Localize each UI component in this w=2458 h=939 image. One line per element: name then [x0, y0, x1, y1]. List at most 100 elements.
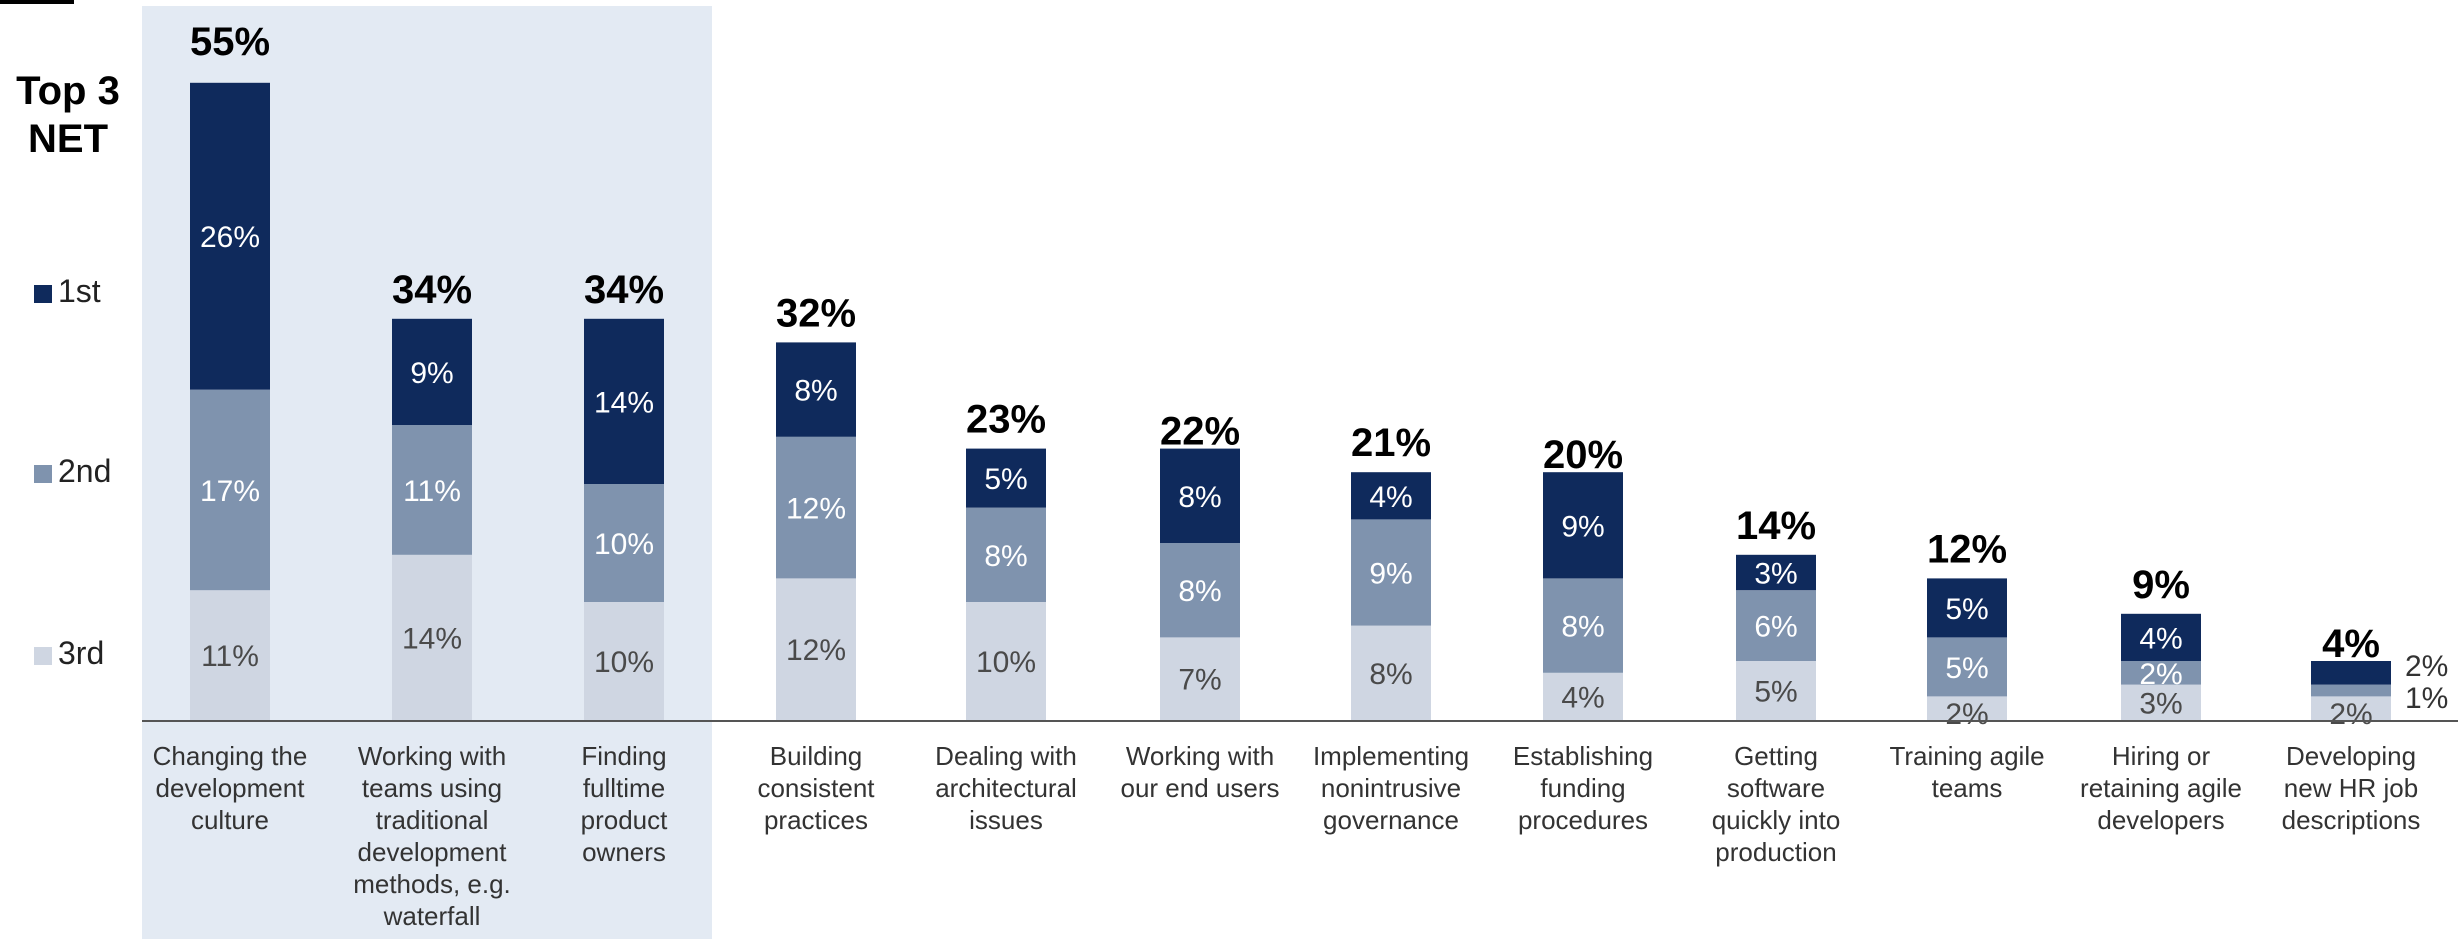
- segment-label-2nd: 9%: [1369, 558, 1412, 591]
- legend-swatch-3rd: [34, 647, 52, 665]
- bar-segment-1st: [190, 82, 270, 390]
- bar-segment-1st: [2121, 613, 2201, 661]
- bar-segment-1st: [392, 318, 472, 425]
- total-label: 4%: [2322, 622, 2380, 666]
- total-label: 34%: [584, 268, 664, 312]
- segment-label-1st: 5%: [984, 463, 1027, 496]
- bar-segment-3rd: [584, 602, 664, 720]
- segment-label-2nd: 11%: [403, 475, 461, 508]
- total-label: 20%: [1543, 433, 1623, 477]
- total-label: 34%: [392, 268, 472, 312]
- segment-label-3rd: 3%: [2139, 687, 2182, 720]
- bar-segment-2nd: [190, 389, 270, 591]
- bar-segment-2nd: [1160, 543, 1240, 638]
- segment-label-3rd: 2%: [1945, 698, 1988, 731]
- total-label: 14%: [1736, 504, 1816, 548]
- bar-segment-2nd: [966, 507, 1046, 602]
- bar-segment-3rd: [1927, 696, 2007, 720]
- bar-segment-1st: [2311, 661, 2391, 685]
- bar-segment-3rd: [776, 578, 856, 720]
- legend-swatch-1st: [34, 285, 52, 303]
- bar-segment-2nd: [1543, 578, 1623, 673]
- bar-segment-1st: [1160, 448, 1240, 543]
- bar-segment-2nd: [2311, 684, 2391, 697]
- category-label: Developing new HR job descriptions: [2282, 741, 2421, 835]
- bar-segment-3rd: [1543, 672, 1623, 720]
- segment-label-3rd: 8%: [1369, 658, 1412, 691]
- category-label: Implementing nonintrusive governance: [1313, 741, 1469, 835]
- legend-swatch-2nd: [34, 465, 52, 483]
- segment-label-2nd: 10%: [594, 528, 654, 561]
- legend-label-2nd: 2nd: [58, 453, 111, 489]
- bar-segment-2nd: [1927, 637, 2007, 697]
- bar-segment-1st: [1736, 554, 1816, 591]
- segment-label-2nd: 17%: [200, 475, 260, 508]
- segment-label-1st: 8%: [794, 375, 837, 408]
- bar-segment-3rd: [966, 602, 1046, 720]
- bar-segment-1st: [1351, 472, 1431, 520]
- bar-segment-3rd: [190, 590, 270, 720]
- bar-segment-1st: [966, 448, 1046, 508]
- category-label: Dealing with architectural issues: [935, 741, 1077, 835]
- total-label: 23%: [966, 398, 1046, 442]
- category-label: Establishing funding procedures: [1513, 741, 1653, 835]
- legend-label-3rd: 3rd: [58, 635, 104, 671]
- segment-label-1st: 4%: [1369, 481, 1412, 514]
- bar-segment-2nd: [1736, 590, 1816, 661]
- bar-segment-2nd: [584, 484, 664, 602]
- segment-label-1st: 26%: [200, 221, 260, 254]
- total-label: 32%: [776, 291, 856, 335]
- bar-segment-3rd: [1160, 637, 1240, 720]
- total-label: 22%: [1160, 409, 1240, 453]
- segment-label-3rd: 10%: [594, 646, 654, 679]
- segment-label-1st: 2%: [2405, 650, 2448, 683]
- legend-title-line2: NET: [28, 117, 108, 161]
- segment-label-1st: 4%: [2139, 622, 2182, 655]
- bar-segment-1st: [584, 318, 664, 484]
- category-label: Training agile teams: [1889, 741, 2044, 803]
- segment-label-1st: 5%: [1945, 593, 1988, 626]
- total-label: 12%: [1927, 527, 2007, 571]
- segment-label-3rd: 4%: [1561, 681, 1604, 714]
- segment-label-3rd: 2%: [2329, 698, 2372, 731]
- segment-label-3rd: 12%: [786, 634, 846, 667]
- segment-label-1st: 8%: [1178, 481, 1221, 514]
- bar-segment-2nd: [776, 436, 856, 579]
- segment-label-2nd: 6%: [1754, 611, 1797, 644]
- bar-segment-2nd: [1351, 519, 1431, 626]
- bar-segment-2nd: [392, 425, 472, 555]
- bar-segment-2nd: [2121, 661, 2201, 685]
- segment-label-1st: 9%: [410, 357, 453, 390]
- segment-label-3rd: 14%: [402, 622, 462, 655]
- bars-layer: 11% 17% 26% 55% 14% 11% 9% 34% 10% 10% 14% 34% 12% 12…: [190, 20, 2448, 731]
- legend-label-1st: 1st: [58, 273, 101, 309]
- category-label: Finding fulltime product owners: [581, 741, 668, 867]
- bar-segment-1st: [1927, 578, 2007, 638]
- segment-label-2nd: 8%: [1178, 575, 1221, 608]
- total-label: 21%: [1351, 421, 1431, 465]
- category-label: Hiring or retaining agile developers: [2080, 741, 2242, 835]
- segment-label-1st: 3%: [1754, 558, 1797, 591]
- category-label: Building consistent practices: [757, 741, 875, 835]
- segment-label-2nd: 5%: [1945, 652, 1988, 685]
- category-label: Working with teams using traditional develo…: [353, 741, 511, 931]
- segment-label-3rd: 7%: [1178, 664, 1221, 697]
- segment-label-2nd: 1%: [2405, 682, 2448, 715]
- total-label: 55%: [190, 20, 270, 64]
- segment-label-3rd: 5%: [1754, 676, 1797, 709]
- segment-label-1st: 9%: [1561, 510, 1604, 543]
- bar-segment-3rd: [2311, 696, 2391, 720]
- bar-segment-3rd: [392, 554, 472, 720]
- segment-label-2nd: 12%: [786, 493, 846, 526]
- segment-label-2nd: 8%: [984, 540, 1027, 573]
- category-label: Getting software quickly into production: [1712, 741, 1841, 867]
- bar-segment-3rd: [1351, 625, 1431, 720]
- bar-segment-3rd: [1736, 661, 1816, 720]
- category-label: Changing the development culture: [153, 741, 308, 835]
- segment-label-2nd: 2%: [2139, 658, 2182, 691]
- bar-segment-1st: [1543, 472, 1623, 579]
- legend-title-line1: Top 3: [16, 69, 120, 113]
- category-label: Working with our end users: [1121, 741, 1280, 803]
- bar-segment-3rd: [2121, 684, 2201, 720]
